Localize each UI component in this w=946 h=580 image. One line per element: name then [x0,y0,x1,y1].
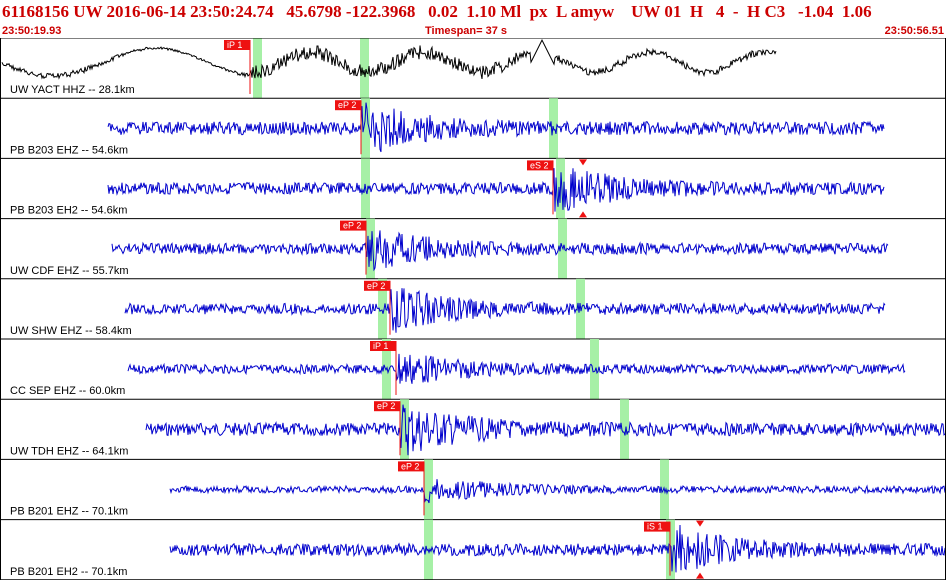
pick-arrow-up-icon [696,572,704,579]
channel-label: UW CDF EHZ -- 55.7km [10,265,129,277]
channel-label: UW YACT HHZ -- 28.1km [10,84,135,96]
pick-label-box [644,521,670,532]
pick-window-band [620,399,629,460]
pick-label-box [224,40,250,50]
waveform-trace [169,479,946,504]
pick-label-text: eP 2 [343,221,361,231]
channel-label: PB B201 EHZ -- 70.1km [10,506,128,518]
pick-window-band [360,38,369,99]
channel-label: PB B201 EH2 -- 70.1km [10,566,127,578]
waveform-trace [1,38,777,80]
waveform-panels[interactable]: iP 1 UW YACT HHZ -- 28.1km eP 2 PB B203 EHZ… [0,38,946,580]
waveform-trace [107,102,885,153]
pick-arrow-down-icon [579,159,587,166]
pick-label-text: eP 2 [367,281,385,291]
waveform-trace [107,168,885,212]
waveform-trace [124,288,886,333]
pick-label-text: eP 2 [338,100,356,110]
channel-label: CC SEP EHZ -- 60.0km [10,385,125,397]
channel-label: PB B203 EH2 -- 54.6km [10,205,127,217]
start-time: 23:50:19.93 [2,25,62,37]
pick-label-text: iP 1 [373,341,388,351]
pick-label-text: iP 1 [227,40,242,50]
pick-label-text: eP 2 [401,461,419,471]
pick-label-box [335,100,361,111]
end-time: 23:50:56.51 [884,25,944,37]
pick-window-band [361,98,370,159]
pick-arrow-down-icon [696,520,704,527]
channel-label: UW TDH EHZ -- 64.1km [10,445,128,457]
pick-label-text: eS 2 [530,160,549,170]
waveform-trace [145,404,946,456]
pick-label-box [340,220,366,231]
pick-label-text: eP 2 [377,401,395,411]
pick-arrow-up-icon [579,211,587,218]
pick-label-box [527,160,553,171]
pick-label-box [398,461,424,472]
pick-window-band [378,278,387,339]
pick-label-text: iS 1 [647,522,663,532]
pick-window-band [424,459,433,520]
pick-window-band [253,38,262,99]
channel-label: UW SHW EHZ -- 58.4km [10,325,132,337]
waveform-trace [127,353,906,384]
channel-label: PB B203 EHZ -- 54.6km [10,144,128,156]
header-bar: 61168156 UW 2016-06-14 23:50:24.74 45.67… [0,0,946,38]
pick-window-band [590,339,599,400]
event-title: 61168156 UW 2016-06-14 23:50:24.74 45.67… [2,2,872,21]
pick-label-box [364,280,390,291]
pick-label-box [374,401,400,412]
timespan-label: Timespan= 37 s [425,25,508,37]
pick-window-band [400,399,409,460]
waveform-trace [169,524,946,573]
waveform-trace [111,230,889,272]
pick-label-box [370,341,396,351]
